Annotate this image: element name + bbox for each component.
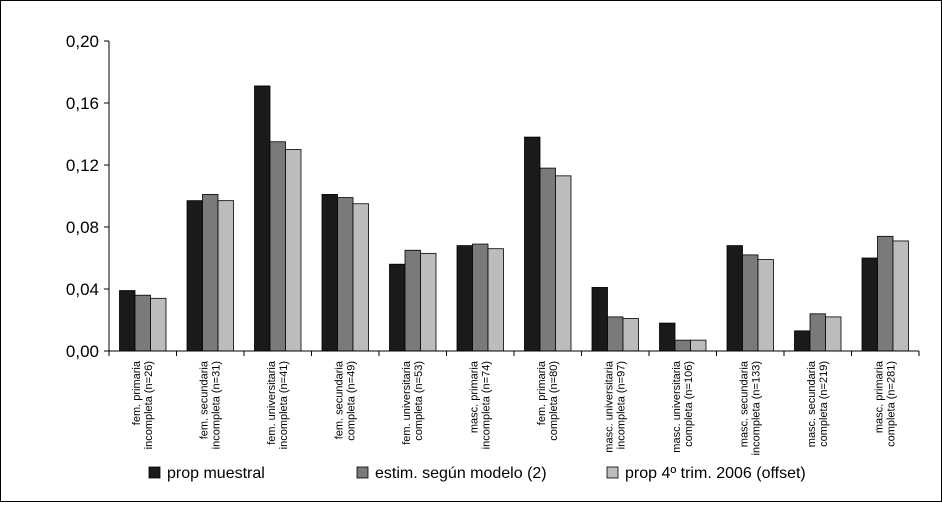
x-tick-label: fem. primariacompleta (n=80) xyxy=(536,360,560,441)
y-tick-label: 0,04 xyxy=(66,280,99,299)
bar xyxy=(186,200,203,352)
bar xyxy=(742,254,759,352)
bar xyxy=(456,245,473,352)
bar xyxy=(622,318,639,352)
bar xyxy=(119,290,136,352)
bar xyxy=(607,316,624,352)
bar xyxy=(389,263,406,352)
bar xyxy=(757,259,774,352)
bar xyxy=(555,175,572,352)
y-tick-label: 0,20 xyxy=(66,32,99,51)
bar xyxy=(524,136,541,352)
x-tick-label: fem. universitariaincompleta (n=41) xyxy=(266,360,290,449)
bar xyxy=(674,339,691,352)
bar xyxy=(217,200,234,352)
bar xyxy=(892,240,909,352)
y-tick-label: 0,08 xyxy=(66,218,99,237)
bar xyxy=(150,297,167,352)
bar xyxy=(134,294,151,352)
bar xyxy=(825,316,842,352)
bar xyxy=(487,248,504,352)
y-tick-label: 0,16 xyxy=(66,94,99,113)
bar xyxy=(269,141,286,352)
bar xyxy=(202,194,219,352)
legend: prop muestral estim. según modelo (2) prop… xyxy=(148,465,806,482)
bar xyxy=(285,149,302,352)
x-tick-label: masc. primariaincompleta (n=74) xyxy=(468,360,492,449)
legend-label: prop 4º trim. 2006 (offset) xyxy=(625,465,806,482)
legend-label: prop muestral xyxy=(167,465,265,482)
x-tick-label: masc. primariacompleta (n=281) xyxy=(873,360,897,447)
bar xyxy=(794,330,811,352)
legend-swatch xyxy=(606,466,619,479)
legend-swatch xyxy=(356,466,369,479)
x-tick-label: fem. primariaincompleta (n=26) xyxy=(131,360,155,449)
x-tick-label: masc. secundariaincompleta (n=133) xyxy=(738,360,762,455)
legend-label: estim. según modelo (2) xyxy=(375,465,547,482)
legend-swatch xyxy=(148,466,161,479)
bar xyxy=(591,287,608,352)
bar xyxy=(726,245,743,352)
y-tick-label: 0,12 xyxy=(66,156,99,175)
bar xyxy=(539,167,556,352)
bar xyxy=(420,252,437,352)
y-axis: 0,00 0,04 0,08 0,12 0,16 0,20 xyxy=(66,32,110,361)
bar xyxy=(472,243,489,352)
y-tick-label: 0,00 xyxy=(66,342,99,361)
x-tick-label: masc. universitariacompleta (n=106) xyxy=(671,360,695,453)
bar xyxy=(659,322,676,352)
x-axis: fem. primariaincompleta (n=26) fem. secun… xyxy=(108,350,920,455)
bar xyxy=(321,194,338,352)
bar xyxy=(809,313,826,352)
bars xyxy=(119,85,909,352)
x-tick-label: masc. universitariaincompleta (n=97) xyxy=(603,360,627,453)
bar xyxy=(337,197,354,352)
x-tick-label: fem. secundariacompleta (n=49) xyxy=(333,360,357,441)
x-tick-label: fem. secundariaincompleta (n=31) xyxy=(198,360,222,449)
bar xyxy=(404,249,421,352)
bar xyxy=(877,235,894,352)
x-tick-label: fem. universitariacompleta (n=53) xyxy=(401,360,425,445)
x-tick-label: masc. secundariacompleta (n=219) xyxy=(806,360,830,447)
bar xyxy=(254,85,271,352)
bar xyxy=(690,339,707,352)
bar xyxy=(352,203,369,352)
bar xyxy=(861,257,878,352)
